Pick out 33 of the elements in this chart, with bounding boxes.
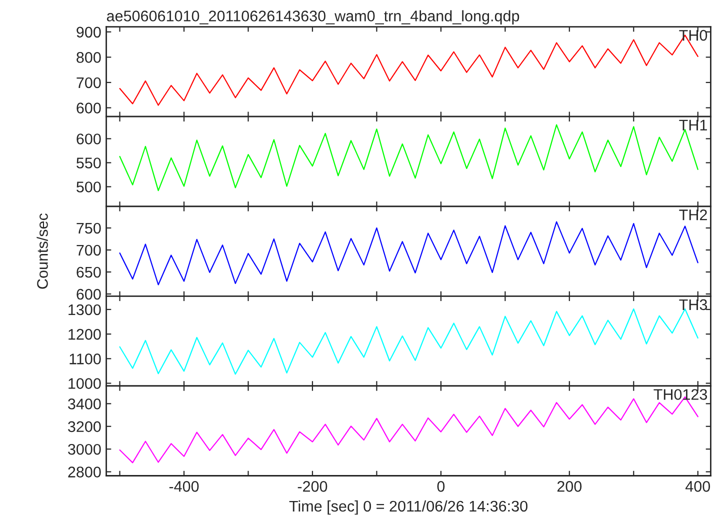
- y-tick-label: 600: [76, 102, 101, 114]
- y-tick-label: 800: [76, 52, 101, 63]
- y-tick-label: 700: [76, 244, 101, 256]
- y-tick-label: 3000: [68, 444, 101, 455]
- series-label: TH1: [679, 120, 707, 130]
- series-label: TH3: [679, 299, 708, 310]
- y-tick-label: 700: [76, 77, 101, 88]
- series-label: TH0: [679, 30, 708, 41]
- series-label: TH2: [679, 209, 707, 220]
- x-tick-label: 0: [437, 481, 445, 492]
- y-tick-label: 3400: [68, 398, 101, 410]
- line-series: [119, 221, 698, 286]
- y-tick-label: 1200: [68, 328, 101, 340]
- y-tick-label: 500: [76, 182, 101, 192]
- y-tick-label: 1100: [70, 354, 101, 364]
- y-tick-label: 1000: [68, 378, 101, 389]
- y-tick-label: 2800: [68, 466, 101, 478]
- y-tick-label: 550: [76, 158, 101, 168]
- chart-title: ae506061010_20110626143630_wam0_trn_4band_long.qdp: [106, 10, 520, 24]
- x-axis-title: Time [sec] 0 = 2011/06/26 14:36:30: [289, 500, 528, 515]
- y-tick-label: 900: [76, 26, 101, 38]
- y-tick-label: 600: [76, 134, 101, 144]
- x-tick-label: 200: [557, 481, 582, 492]
- x-tick-label: 400: [685, 481, 710, 492]
- x-tick-label: -400: [169, 481, 199, 492]
- y-tick-label: 600: [76, 288, 101, 300]
- y-tick-label: 750: [76, 222, 101, 234]
- y-tick-label: 3200: [68, 421, 101, 432]
- x-tick-label: -200: [298, 481, 328, 492]
- y-axis-title: Counts/sec: [36, 213, 48, 289]
- y-tick-label: 650: [76, 266, 101, 278]
- y-tick-label: 1300: [68, 304, 101, 316]
- series-label: TH0123: [654, 389, 708, 400]
